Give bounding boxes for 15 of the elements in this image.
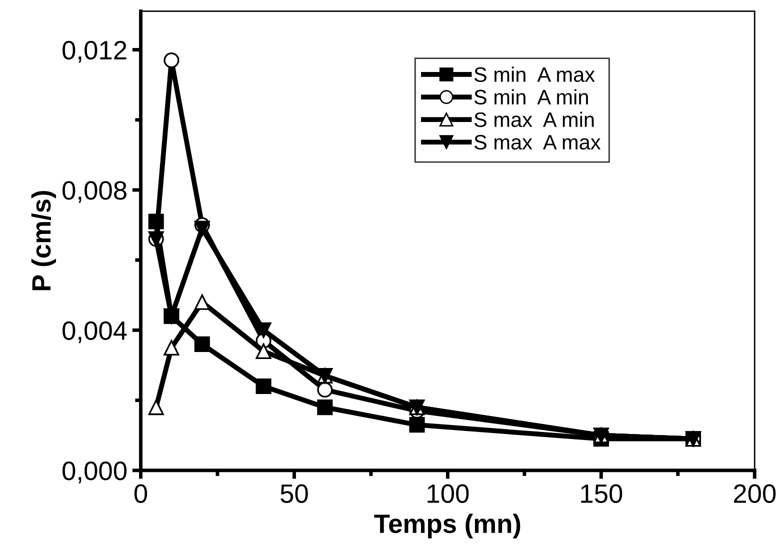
x-tick-label: 0 (134, 484, 148, 503)
legend-label: S min A min (474, 89, 588, 105)
y-tick-label: 0,004 (62, 321, 127, 344)
x-tick-label: 150 (581, 484, 622, 503)
y-tick-label: 0,000 (62, 462, 127, 484)
x-tick-label: 200 (734, 484, 776, 503)
x-axis-title: Temps (mn) (374, 514, 520, 538)
x-tick-label: 100 (428, 484, 469, 503)
y-tick-label: 0,012 (62, 40, 126, 63)
y-axis-title: P (cm/s) (31, 191, 56, 290)
x-tick-label: 50 (280, 484, 308, 503)
legend-label: S min A max (474, 66, 595, 82)
legend-label: S max A min (474, 112, 594, 128)
y-tick-label: 0,008 (62, 181, 126, 203)
legend-label: S max A max (474, 134, 601, 150)
